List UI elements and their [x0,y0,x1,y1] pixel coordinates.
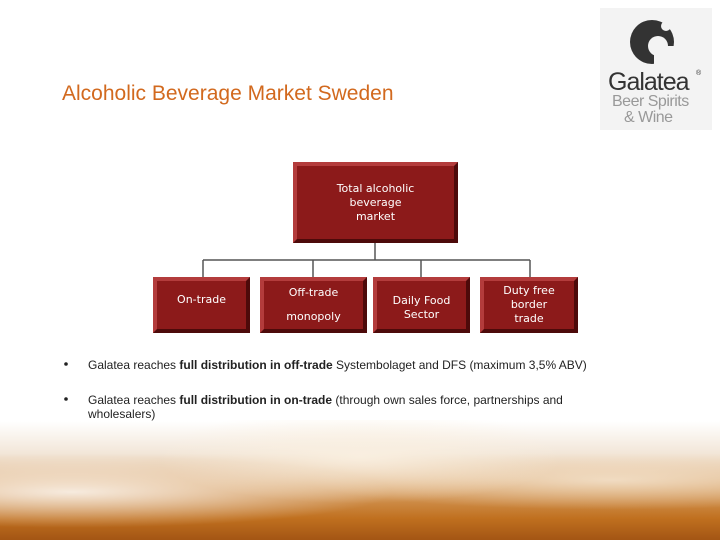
bold-text: full distribution in off-trade [179,358,333,372]
root-node: Total alcoholic beverage market [293,162,458,243]
node-label: border [510,298,548,311]
bullet: Galatea reaches full distribution in on-… [88,393,618,421]
text: Systembolaget and DFS (maximum 3,5% ABV) [332,358,587,372]
logo-tagline: & Wine [624,109,673,126]
text: Galatea reaches [88,358,180,372]
node-label: beverage [349,195,402,209]
bullet: Galatea reaches full distribution in off… [88,358,628,372]
node-label: Duty free [503,284,555,297]
text: Galatea reaches [88,393,180,407]
logo-mark: ® [696,70,702,77]
node-label: market [355,209,396,223]
node-label: Sector [403,308,440,321]
bold-text: full distribution in on-trade [179,393,333,407]
node-label: Daily Food [392,294,451,307]
background-foam [0,420,720,540]
child-node: Duty free border trade [480,277,578,333]
child-node: Off-trade monopoly [260,277,367,333]
text: (through own sales force, partnerships a… [88,393,563,421]
logo-icon [630,20,676,68]
node-label: trade [514,312,544,325]
bullet-dot [64,362,68,366]
logo: Galatea ® Beer Spirits & Wine [600,8,712,130]
node-label: monopoly [286,310,341,323]
node-label: Total alcoholic [336,181,415,195]
node-label: On-trade [177,293,226,306]
child-node: On-trade [153,277,250,333]
slide-title: Alcoholic Beverage Market Sweden [62,82,394,105]
child-node: Daily Food Sector [373,277,470,333]
node-label: Off-trade [288,286,339,299]
logo-tagline: Beer Spirits [612,93,689,110]
bullet-dot [64,397,68,401]
logo-name: Galatea [608,68,690,96]
